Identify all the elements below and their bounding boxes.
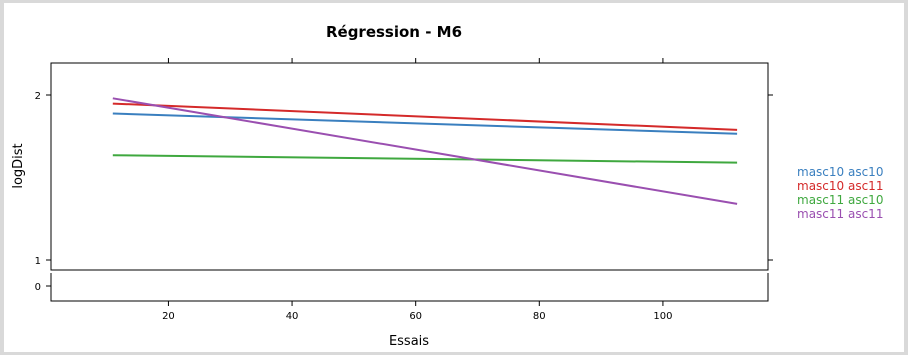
x-tick-label: 20 — [162, 311, 175, 322]
x-tick-label: 80 — [533, 311, 546, 322]
series-line-3 — [112, 154, 738, 164]
series-layer — [112, 97, 738, 205]
upper-panel — [50, 62, 769, 271]
lower-panel — [50, 273, 769, 302]
legend-entry: masc11 asc11 — [797, 207, 883, 221]
y-tick-label: 0 — [35, 282, 41, 293]
chart-frame: Régression - M6 20 40 60 80 100 1 2 0 Essais lo… — [4, 3, 904, 352]
chart-title: Régression - M6 — [326, 23, 462, 41]
x-tick-label: 60 — [409, 311, 422, 322]
legend-entry: masc10 asc11 — [797, 179, 883, 193]
y-axis-label: logDist — [11, 143, 26, 188]
y-tick-label: 2 — [35, 91, 41, 102]
x-tick-label: 40 — [286, 311, 299, 322]
legend-entry: masc10 asc10 — [797, 165, 883, 179]
y-tick-label: 1 — [35, 256, 41, 267]
series-line-2 — [112, 102, 738, 131]
x-axis-label: Essais — [389, 334, 429, 349]
x-tick-label: 100 — [653, 311, 672, 322]
legend-entry: masc11 asc10 — [797, 193, 883, 207]
series-line-4 — [112, 97, 738, 205]
